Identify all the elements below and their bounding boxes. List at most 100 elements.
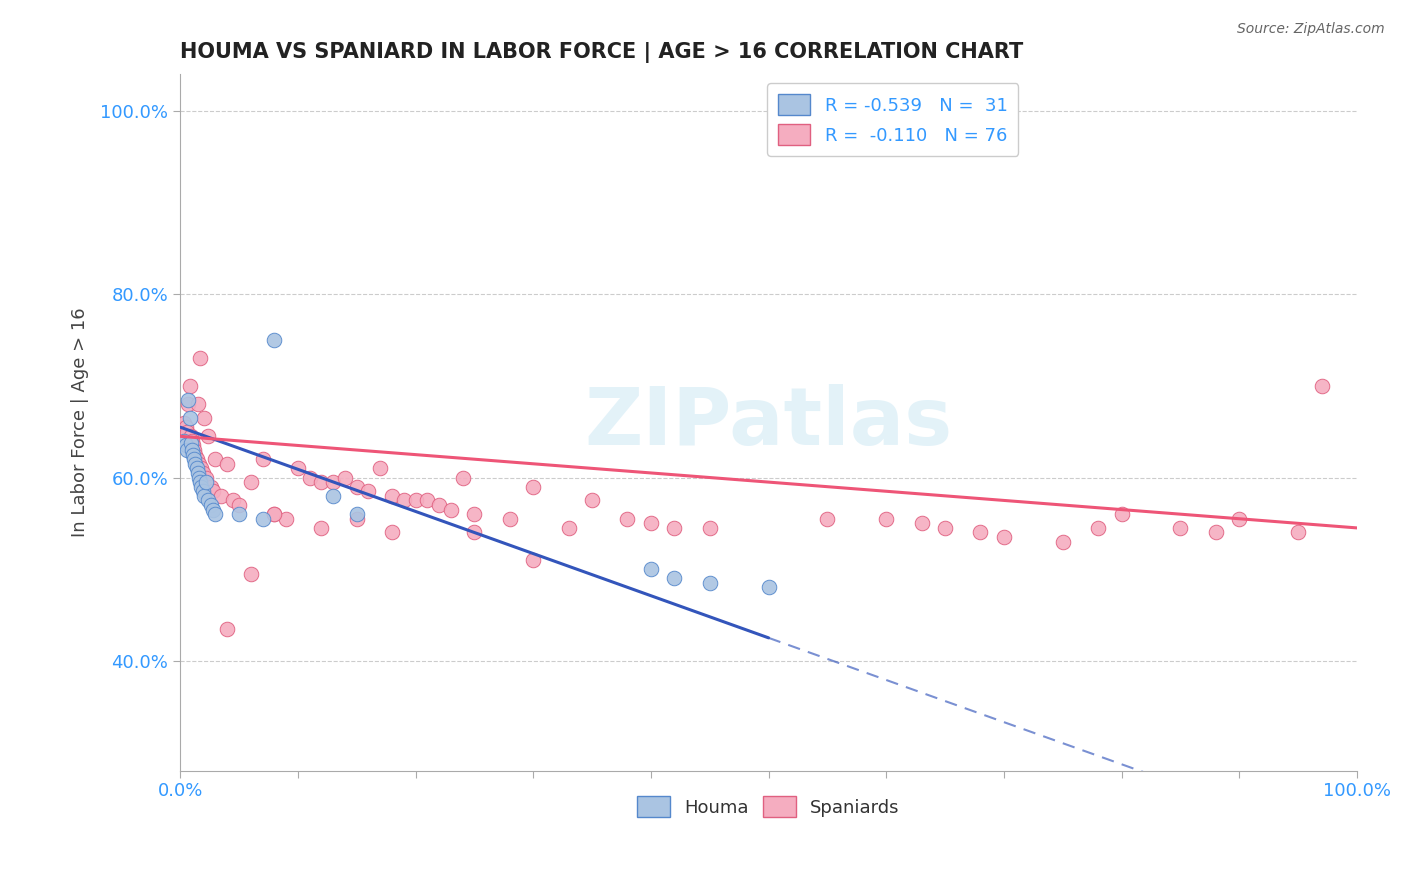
Point <box>186 452 208 467</box>
Point <box>1286 525 1309 540</box>
Point <box>357 484 380 499</box>
Point <box>188 470 211 484</box>
Point <box>188 457 211 471</box>
Point <box>202 502 225 516</box>
Point <box>181 443 204 458</box>
Point <box>381 489 404 503</box>
Point <box>204 507 226 521</box>
Point <box>346 480 368 494</box>
Point <box>181 438 204 452</box>
Point <box>181 448 204 462</box>
Point <box>228 507 250 521</box>
Point <box>228 498 250 512</box>
Point <box>204 452 226 467</box>
Point <box>405 493 427 508</box>
Point <box>463 507 485 521</box>
Point <box>381 525 404 540</box>
Point <box>197 493 219 508</box>
Point <box>498 512 520 526</box>
Point <box>200 480 222 494</box>
Point <box>263 507 285 521</box>
Point <box>184 457 207 471</box>
Point <box>640 562 662 576</box>
Point <box>184 448 207 462</box>
Point <box>322 475 344 489</box>
Point <box>239 475 262 489</box>
Point <box>187 466 209 480</box>
Point <box>1052 534 1074 549</box>
Point <box>252 452 274 467</box>
Point <box>191 484 214 499</box>
Text: Source: ZipAtlas.com: Source: ZipAtlas.com <box>1237 22 1385 37</box>
Point <box>183 443 205 458</box>
Text: ZIPatlas: ZIPatlas <box>585 384 953 461</box>
Point <box>699 521 721 535</box>
Point <box>616 512 638 526</box>
Point <box>174 420 197 434</box>
Point <box>392 493 415 508</box>
Point <box>368 461 391 475</box>
Point <box>202 484 225 499</box>
Point <box>1227 512 1250 526</box>
Y-axis label: In Labor Force | Age > 16: In Labor Force | Age > 16 <box>72 308 89 537</box>
Point <box>1111 507 1133 521</box>
Point <box>699 575 721 590</box>
Point <box>664 521 686 535</box>
Point <box>180 429 202 443</box>
Point <box>217 622 239 636</box>
Point <box>1310 379 1333 393</box>
Point <box>311 521 333 535</box>
Point <box>188 351 211 366</box>
Point <box>263 333 285 347</box>
Point <box>180 435 202 450</box>
Point <box>183 452 205 467</box>
Point <box>239 566 262 581</box>
Point <box>173 434 195 448</box>
Point <box>222 493 245 508</box>
Point <box>640 516 662 531</box>
Point <box>176 443 198 458</box>
Point <box>190 480 212 494</box>
Point <box>177 392 200 407</box>
Text: HOUMA VS SPANIARD IN LABOR FORCE | AGE > 16 CORRELATION CHART: HOUMA VS SPANIARD IN LABOR FORCE | AGE >… <box>180 42 1024 62</box>
Point <box>463 525 485 540</box>
Point <box>969 525 991 540</box>
Point <box>451 470 474 484</box>
Point <box>758 581 780 595</box>
Point <box>187 397 209 411</box>
Point <box>191 466 214 480</box>
Point <box>274 512 297 526</box>
Point <box>174 438 197 452</box>
Point <box>427 498 450 512</box>
Point <box>1170 521 1192 535</box>
Point <box>209 489 232 503</box>
Point <box>311 475 333 489</box>
Point <box>910 516 932 531</box>
Point <box>252 512 274 526</box>
Point <box>664 571 686 585</box>
Point <box>200 498 222 512</box>
Point <box>193 411 215 425</box>
Point <box>179 379 201 393</box>
Point <box>1205 525 1227 540</box>
Point <box>333 470 356 484</box>
Point <box>298 470 321 484</box>
Point <box>177 397 200 411</box>
Point <box>217 457 239 471</box>
Point <box>522 480 544 494</box>
Point <box>1087 521 1109 535</box>
Point <box>934 521 956 535</box>
Point <box>181 434 204 448</box>
Point <box>197 429 219 443</box>
Point <box>176 425 198 439</box>
Legend: Houma, Spaniards: Houma, Spaniards <box>630 789 907 824</box>
Point <box>322 489 344 503</box>
Point <box>193 489 215 503</box>
Point <box>416 493 439 508</box>
Point <box>346 507 368 521</box>
Point <box>186 461 208 475</box>
Point <box>188 475 211 489</box>
Point <box>557 521 579 535</box>
Point <box>195 470 218 484</box>
Point <box>581 493 603 508</box>
